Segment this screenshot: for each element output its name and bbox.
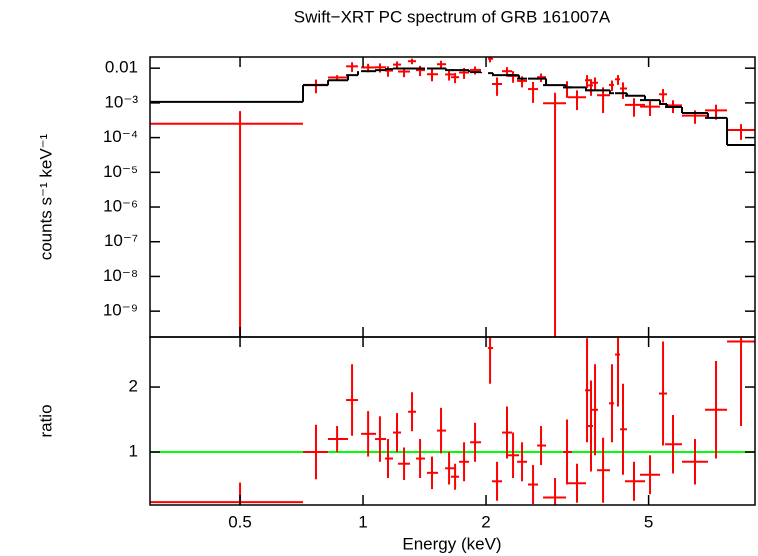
x-tick-label: 0.5 — [228, 512, 252, 531]
y-tick-label: 10⁻⁸ — [103, 266, 138, 285]
ratio-plot-area — [150, 337, 755, 505]
y-tick-label: 10⁻⁶ — [103, 197, 138, 216]
plot-frame — [149, 336, 756, 506]
y-tick-label: 0.01 — [105, 58, 138, 77]
y-tick-label: 10⁻⁵ — [103, 162, 138, 181]
axes: 0.01 10⁻³ 10⁻⁴ 10⁻⁵ 10⁻⁶ 10⁻⁷ 10⁻⁸ 10⁻⁹ 1 2 0.5 1 2 5 — [103, 56, 756, 531]
y-axis-label: ratio — [36, 404, 55, 437]
y-tick-label: 10⁻³ — [104, 92, 138, 111]
y-axis-label: counts s⁻¹ keV⁻¹ — [36, 133, 55, 260]
x-tick-label: 2 — [481, 512, 490, 531]
x-tick-label: 5 — [644, 512, 653, 531]
top-plot-area — [150, 57, 755, 337]
y-tick-label: 1 — [129, 442, 138, 461]
x-tick-label: 1 — [358, 512, 367, 531]
y-tick-label: 10⁻⁹ — [103, 301, 138, 320]
chart-title: Swift−XRT PC spectrum of GRB 161007A — [294, 7, 611, 26]
x-axis-label: Energy (keV) — [402, 534, 501, 553]
y-tick-label: 2 — [129, 377, 138, 396]
y-tick-label: 10⁻⁴ — [103, 127, 138, 146]
y-tick-label: 10⁻⁷ — [104, 231, 138, 250]
